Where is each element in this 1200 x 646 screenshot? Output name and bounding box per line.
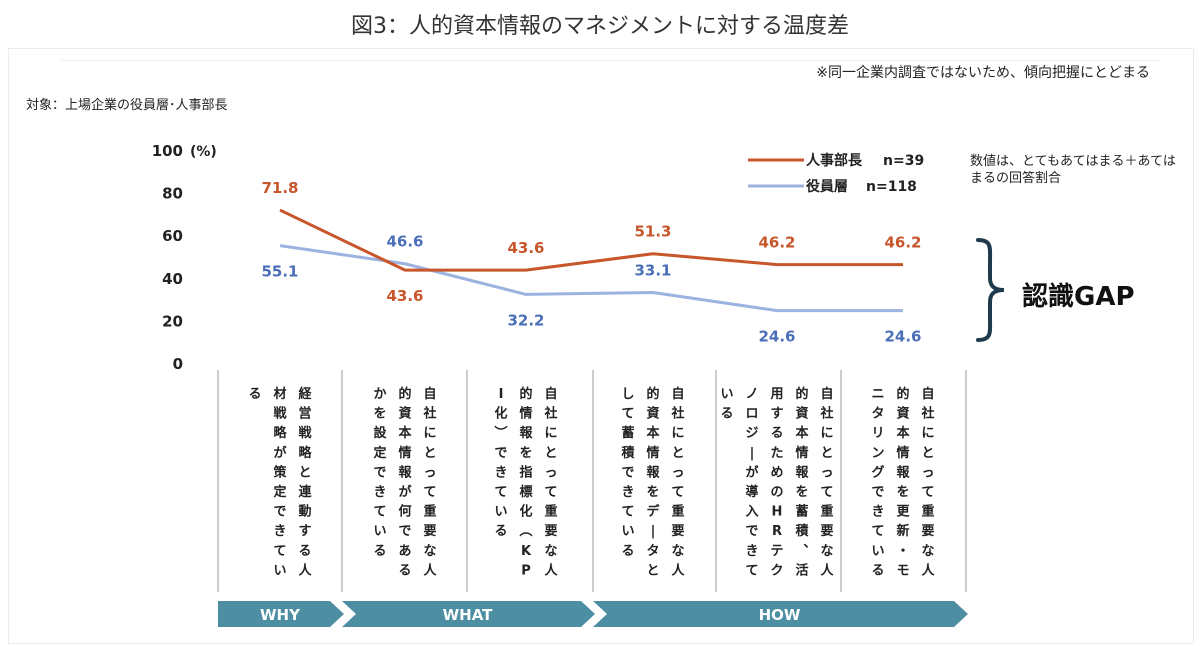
data-label: 24.6: [884, 328, 921, 346]
data-label: 51.3: [634, 223, 671, 241]
data-label: 24.6: [758, 328, 795, 346]
series-line-hr-director: [279, 208, 903, 272]
group-arrow: [593, 601, 968, 627]
category-label: 自社にとって重要な人的情報を指標化︵ K PI 化︶できている: [493, 386, 558, 578]
legend-n: n=118: [866, 179, 917, 195]
group-arrow: [218, 601, 344, 627]
group-arrow: [342, 601, 595, 627]
data-label: 71.8: [261, 179, 298, 197]
category-label: 自社にとって重要な人的資本情報を更新・モニタリングできている: [871, 386, 935, 578]
data-label: 46.2: [884, 234, 921, 252]
data-label: 43.6: [386, 287, 423, 305]
group-label: WHY: [260, 606, 301, 624]
legend-label: 人事部長: [806, 152, 863, 169]
target-note: 対象：上場企業の役員層･人事部長: [26, 98, 228, 113]
legend-label: 役員層: [806, 178, 848, 195]
chart-panel: [8, 48, 1194, 644]
group-label: WHAT: [443, 606, 494, 624]
panel-divider: [60, 60, 1160, 61]
y-tick-label: 0: [173, 355, 183, 373]
legend-n: n=39: [883, 153, 924, 169]
survey-note: ※同一企業内調査ではないため、傾向把握にとどまる: [816, 65, 1150, 81]
y-tick-label: 100: [152, 142, 183, 160]
y-tick-label: 60: [162, 227, 183, 245]
category-label: 経営戦略と連動する人材戦略が策定できている: [248, 386, 312, 578]
data-label: 43.6: [507, 239, 544, 257]
y-tick-label: 20: [162, 312, 183, 330]
page-title: 図3：人的資本情報のマネジメントに対する温度差: [351, 14, 849, 39]
category-label: 自社にとって重要な人的資本情報を蓄積︑活用するための H R テクノロジ|が導入できて…: [720, 386, 834, 578]
category-label: 自社にとって重要な人的資本情報が何であるかを設定できている: [372, 386, 437, 578]
data-label: 46.2: [758, 234, 795, 252]
y-tick-label: 40: [162, 270, 183, 288]
data-label: 33.1: [634, 261, 671, 279]
data-label: 32.2: [507, 311, 544, 329]
y-tick-label: 80: [162, 185, 183, 203]
gap-bracket-icon: [976, 238, 1005, 342]
value-note: 数値は、とてもあてはまる＋あてはまるの回答割合: [970, 154, 1176, 186]
group-label: HOW: [759, 606, 801, 624]
data-label: 46.6: [386, 233, 423, 251]
category-label: 自社にとって重要な人的資本情報をデ|タとして蓄積できている: [620, 386, 685, 578]
data-label: 55.1: [261, 263, 298, 281]
y-axis-unit: (%): [190, 144, 217, 160]
gap-label: 認識GAP: [1022, 282, 1135, 312]
